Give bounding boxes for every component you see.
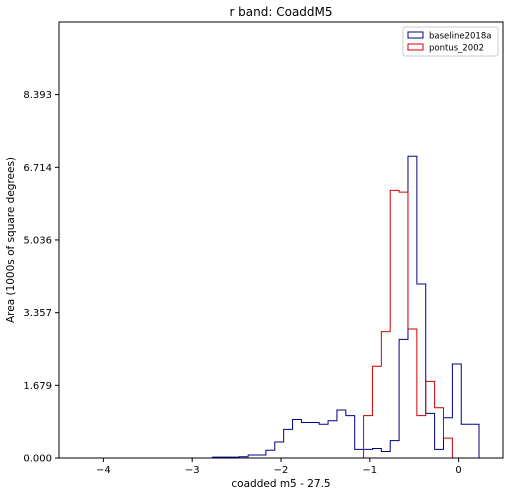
chart-title: r band: CoaddM5	[229, 5, 332, 19]
y-tick-label: 0.000	[23, 454, 52, 465]
series-layer	[212, 155, 480, 459]
y-axis-label: Area (1000s of square degrees)	[5, 157, 17, 323]
y-tick-label: 3.357	[23, 308, 52, 319]
legend-label: pontus_2002	[429, 44, 484, 54]
x-axis-label: coadded m5 - 27.5	[231, 478, 330, 490]
x-tick-label: −3	[185, 465, 200, 476]
x-axis: −4 −3 −2 −1 0	[96, 458, 462, 476]
y-axis: 0.000 1.679 3.357 5.036 6.714 8.393	[23, 90, 59, 465]
legend-label: baseline2018a	[429, 32, 491, 42]
y-tick-label: 6.714	[23, 163, 52, 174]
x-tick-label: −1	[362, 465, 377, 476]
legend-box	[402, 26, 499, 57]
series-baseline2018a	[212, 155, 480, 458]
x-tick-label: 0	[455, 465, 461, 476]
x-tick-label: −2	[274, 465, 289, 476]
legend: baseline2018a pontus_2002	[402, 26, 499, 57]
x-tick-label: −4	[96, 465, 111, 476]
y-tick-label: 1.679	[23, 381, 52, 392]
y-tick-label: 5.036	[23, 235, 52, 246]
series-pontus_2002	[354, 189, 462, 459]
y-tick-label: 8.393	[23, 90, 52, 101]
legend-swatch	[407, 43, 424, 51]
legend-swatch	[407, 31, 424, 39]
